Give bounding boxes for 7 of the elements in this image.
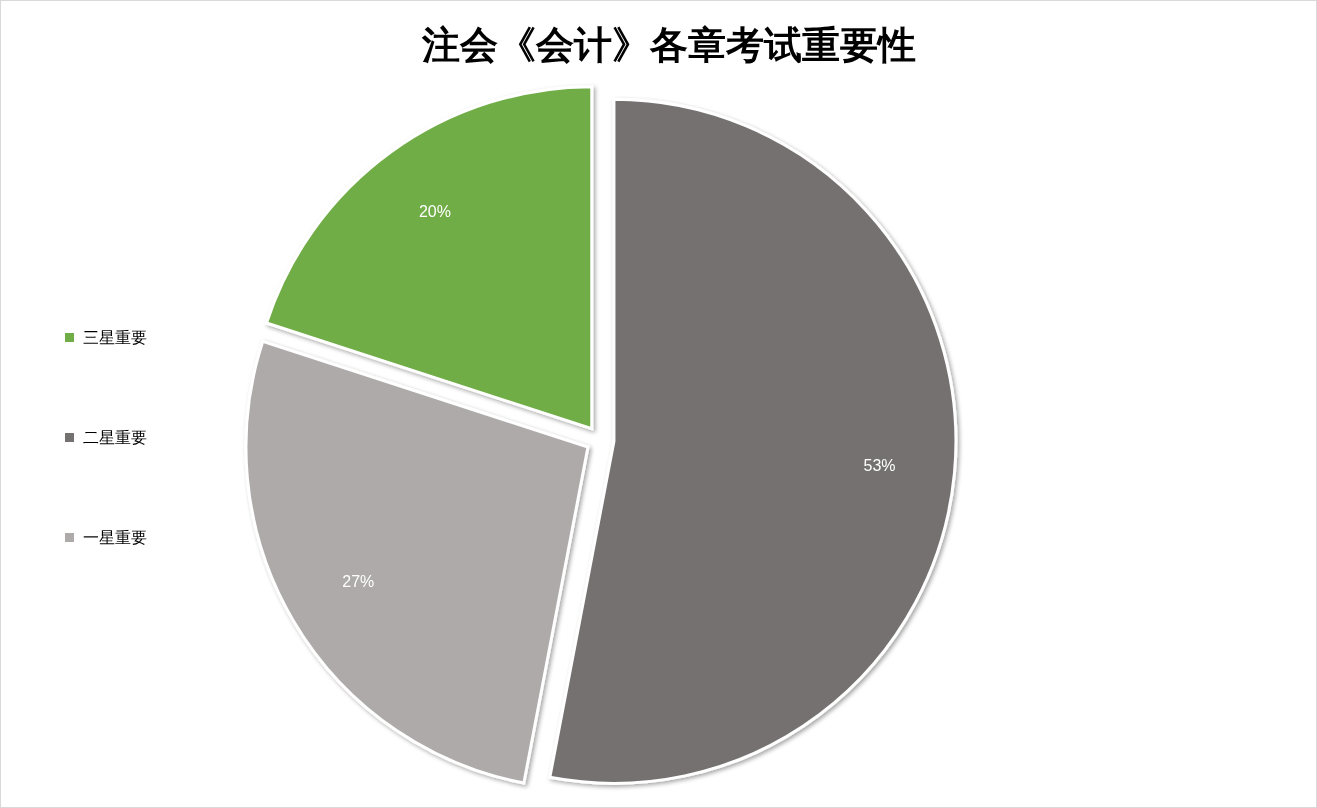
legend-label: 二星重要: [83, 427, 147, 447]
chart-title: 注会《会计》各章考试重要性: [420, 23, 916, 67]
data-label: 20%: [418, 203, 451, 221]
data-label: 27%: [342, 573, 375, 591]
data-label: 53%: [863, 456, 896, 474]
legend-label: 一星重要: [83, 527, 147, 547]
legend-label: 三星重要: [83, 327, 147, 347]
